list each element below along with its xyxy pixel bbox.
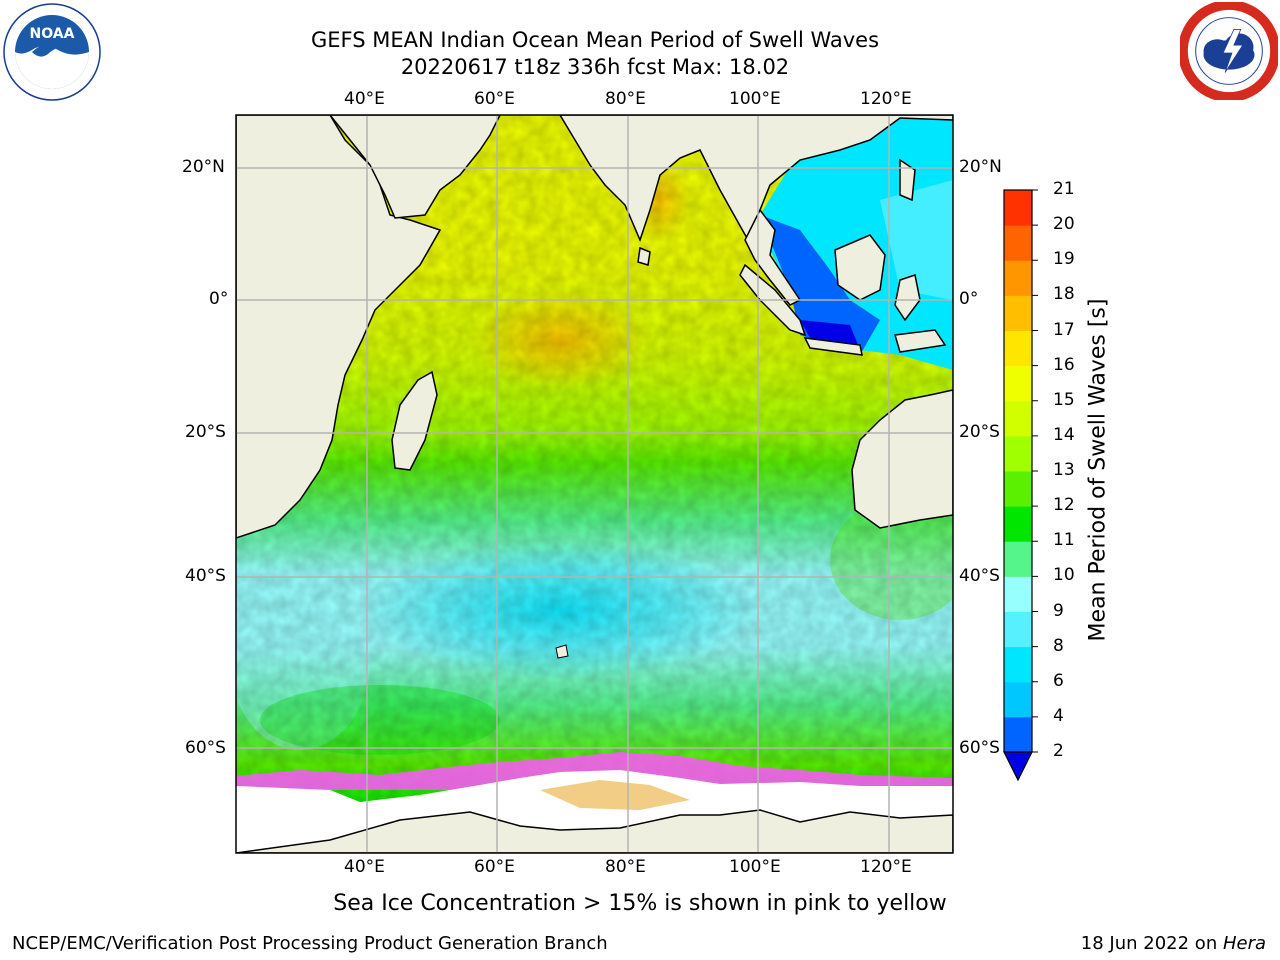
graticule bbox=[236, 115, 953, 853]
left-lat-label: 20°N bbox=[182, 157, 225, 177]
colorbar-band bbox=[1004, 330, 1032, 367]
sulawesi bbox=[894, 274, 921, 322]
colorbar-band bbox=[1004, 295, 1032, 331]
top-lon-label: 100°E bbox=[729, 89, 781, 109]
colorbar-tick-label: 12 bbox=[1053, 495, 1075, 516]
sri-lanka bbox=[637, 246, 651, 266]
left-lat-label: 60°S bbox=[185, 738, 226, 758]
top-lon-label: 120°E bbox=[860, 89, 912, 109]
chart-subtitle: 20220617 t18z 336h fcst Max: 18.02 bbox=[400, 55, 790, 79]
lesser-sunda bbox=[894, 329, 947, 353]
footer-date-text: 18 Jun 2022 on bbox=[1080, 933, 1223, 954]
colorbar-tick-label: 17 bbox=[1053, 319, 1075, 340]
colorbar-tick-label: 2 bbox=[1053, 741, 1064, 761]
colorbar-tick-label: 11 bbox=[1053, 530, 1075, 551]
colorbar bbox=[1003, 189, 1038, 782]
right-lat-label: 20°N bbox=[959, 157, 1002, 177]
colorbar-tick-label: 13 bbox=[1053, 460, 1075, 480]
right-lat-label: 40°S bbox=[959, 566, 1000, 586]
colorbar-tick-label: 18 bbox=[1053, 284, 1075, 305]
bottom-lon-label: 100°E bbox=[729, 857, 781, 877]
colorbar-band bbox=[1004, 716, 1032, 753]
philippines bbox=[899, 158, 916, 202]
colorbar-tick-label: 20 bbox=[1053, 214, 1075, 235]
top-lon-label: 60°E bbox=[474, 89, 515, 109]
colorbar-tick-label: 8 bbox=[1053, 635, 1064, 656]
footer-date: 18 Jun 2022 on Hera bbox=[1081, 933, 1266, 954]
colorbar-tick-label: 16 bbox=[1053, 354, 1075, 375]
colorbar-band bbox=[1004, 506, 1032, 542]
colorbar-tick-label: 6 bbox=[1053, 670, 1064, 691]
colorbar-band bbox=[1004, 260, 1032, 296]
footer-host: Hera bbox=[1222, 933, 1266, 954]
madagascar bbox=[391, 370, 438, 471]
colorbar-band bbox=[1004, 190, 1032, 226]
nws-logo bbox=[1180, 2, 1278, 100]
map-field bbox=[236, 115, 953, 853]
colorbar-tick-label: 4 bbox=[1053, 705, 1064, 726]
colorbar-band bbox=[1004, 471, 1032, 507]
colorbar-tick-label: 19 bbox=[1053, 249, 1075, 270]
colorbar-band bbox=[1004, 435, 1032, 472]
bottom-lon-label: 40°E bbox=[344, 857, 385, 877]
colorbar-band bbox=[1004, 576, 1032, 612]
australia bbox=[851, 389, 953, 529]
colorbar-tick-label: 14 bbox=[1053, 424, 1075, 445]
right-lat-label: 0° bbox=[959, 289, 979, 309]
bottom-lon-label: 60°E bbox=[474, 857, 515, 877]
bottom-lon-label: 120°E bbox=[860, 857, 912, 877]
colorbar-band bbox=[1004, 225, 1032, 261]
colorbar-extension bbox=[1003, 751, 1033, 782]
colorbar-tick-label: 9 bbox=[1053, 600, 1064, 621]
antarctica bbox=[236, 809, 953, 853]
right-lat-label: 20°S bbox=[959, 422, 1000, 442]
india-asia bbox=[559, 115, 953, 243]
colorbar-tick-label: 21 bbox=[1053, 179, 1075, 199]
noaa-logo-text: NOAA bbox=[30, 26, 75, 42]
colorbar-band bbox=[1004, 365, 1032, 402]
left-lat-label: 20°S bbox=[185, 422, 226, 442]
sea-ice-note: Sea Ice Concentration > 15% is shown in … bbox=[333, 891, 947, 916]
colorbar-band bbox=[1004, 681, 1032, 718]
top-lon-label: 80°E bbox=[605, 89, 646, 109]
kerguelen bbox=[555, 644, 569, 659]
top-lon-label: 40°E bbox=[344, 89, 385, 109]
chart-title: GEFS MEAN Indian Ocean Mean Period of Sw… bbox=[310, 28, 880, 52]
java bbox=[803, 337, 863, 356]
colorbar-tick-label: 15 bbox=[1053, 389, 1075, 410]
map-frame bbox=[235, 114, 954, 854]
colorbar-band bbox=[1004, 541, 1032, 577]
colorbar-tick-label: 10 bbox=[1053, 565, 1075, 586]
colorbar-band bbox=[1004, 400, 1032, 437]
right-lat-label: 60°S bbox=[959, 738, 1000, 758]
footer-credit: NCEP/EMC/Verification Post Processing Pr… bbox=[12, 933, 608, 954]
colorbar-label: Mean Period of Swell Waves [s] bbox=[1085, 298, 1111, 642]
colorbar-band bbox=[1004, 646, 1032, 683]
left-lat-label: 40°S bbox=[185, 566, 226, 586]
noaa-logo: NOAA bbox=[3, 3, 101, 101]
bottom-lon-label: 80°E bbox=[605, 857, 646, 877]
borneo bbox=[834, 234, 886, 301]
left-lat-label: 0° bbox=[209, 289, 229, 309]
colorbar-band bbox=[1004, 611, 1032, 648]
